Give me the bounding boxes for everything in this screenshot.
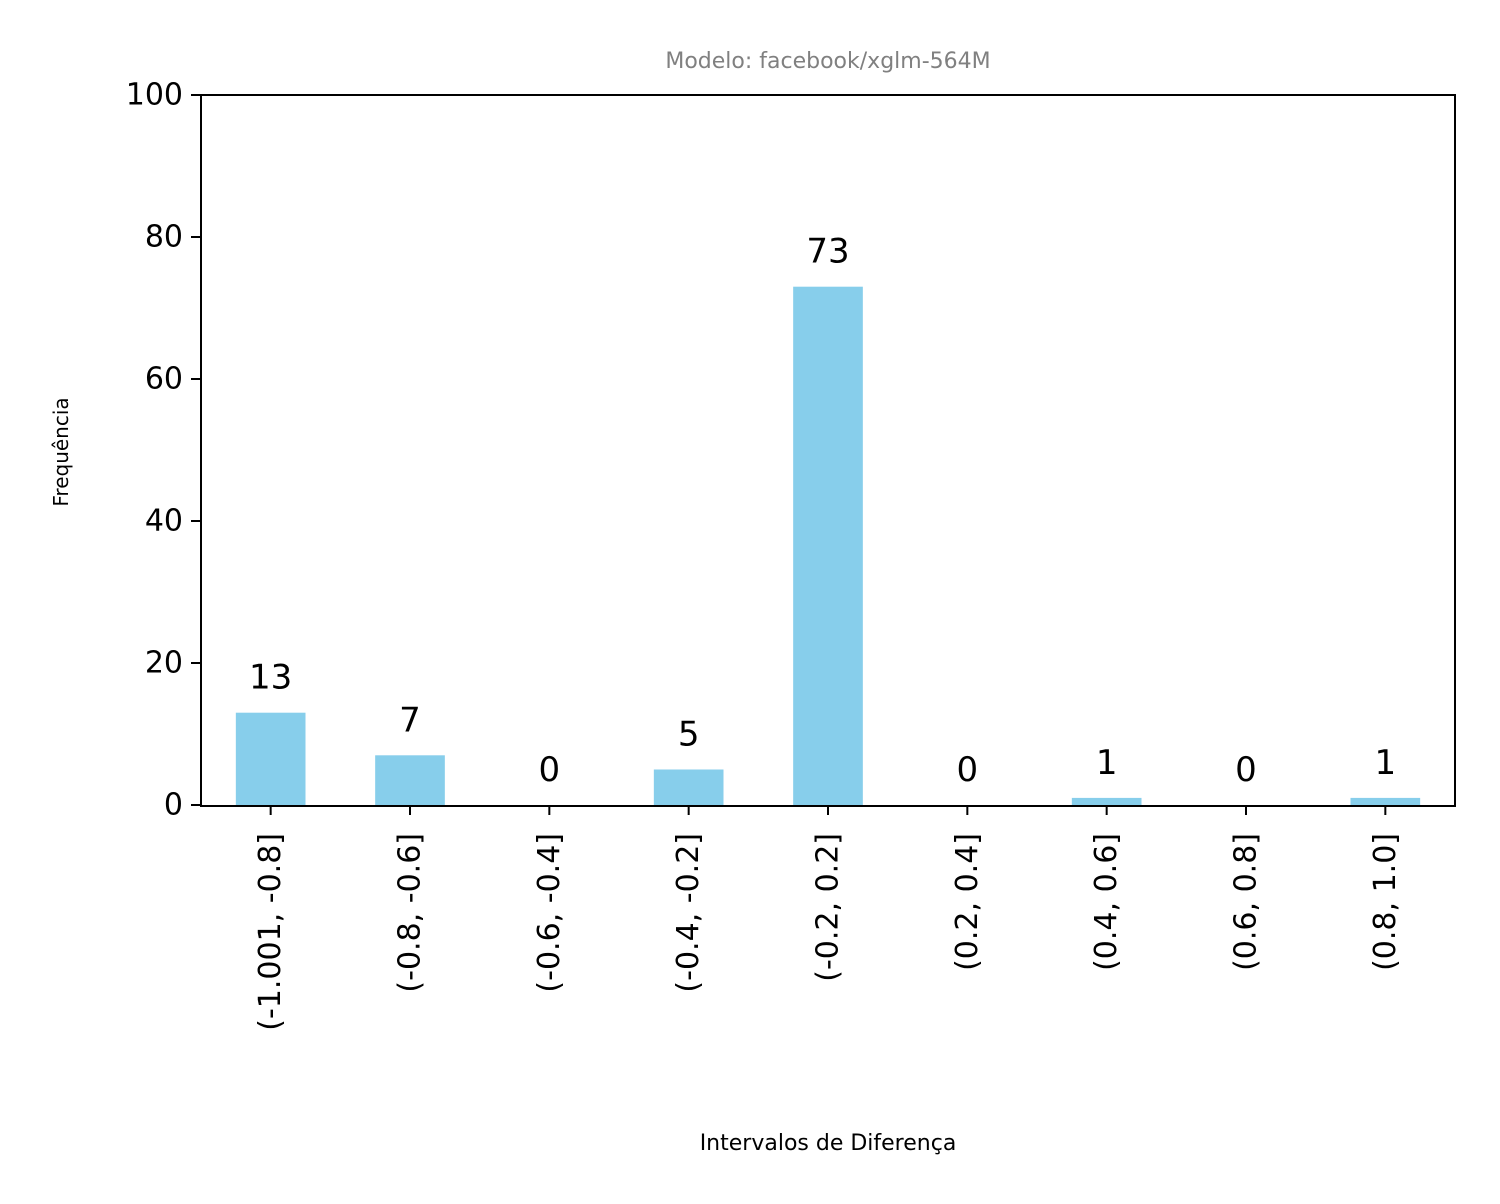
chart-title: Modelo: facebook/xglm-564M: [665, 49, 990, 74]
data-label-6: 1: [1096, 743, 1118, 783]
data-label-1: 7: [399, 700, 421, 740]
data-label-2: 0: [539, 750, 561, 790]
data-label-3: 5: [678, 715, 700, 755]
x-tick-label-5: (0.2, 0.4]: [950, 833, 985, 971]
x-axis-label: Intervalos de Diferença: [700, 1131, 957, 1156]
data-label-8: 1: [1375, 743, 1397, 783]
y-tick-label-4: 80: [145, 220, 183, 255]
y-axis: 0 20 40 60 80 100: [126, 78, 201, 823]
y-tick-label-3: 60: [145, 362, 183, 397]
y-axis-label: Frequência: [49, 397, 73, 506]
bar-3: [653, 769, 724, 805]
bar-0: [235, 712, 306, 805]
x-tick-label-1: (-0.8, -0.6]: [393, 833, 428, 993]
data-label-5: 0: [957, 750, 979, 790]
x-tick-label-2: (-0.6, -0.4]: [532, 833, 567, 993]
data-label-0: 13: [249, 658, 292, 698]
y-tick-label-2: 40: [145, 504, 183, 539]
bar-4: [793, 286, 863, 805]
data-label-7: 0: [1235, 750, 1257, 790]
data-labels-layer: 13 7 0 5 73 0 1 0 1: [249, 232, 1396, 790]
y-tick-label-5: 100: [126, 78, 183, 113]
bar-8: [1350, 797, 1421, 805]
x-tick-label-7: (0.6, 0.8]: [1229, 833, 1264, 971]
x-tick-label-4: (-0.2, 0.2]: [811, 833, 846, 982]
x-tick-label-3: (-0.4, -0.2]: [671, 833, 706, 993]
y-tick-label-1: 20: [145, 646, 183, 681]
y-tick-label-0: 0: [164, 788, 183, 823]
bar-6: [1071, 797, 1142, 805]
x-tick-label-8: (0.8, 1.0]: [1368, 833, 1403, 971]
x-tick-label-0: (-1.001, -0.8]: [253, 833, 288, 1031]
plot-frame: [200, 94, 1456, 807]
x-tick-label-6: (0.4, 0.6]: [1089, 833, 1124, 971]
data-label-4: 73: [806, 232, 849, 272]
x-axis: (-1.001, -0.8] (-0.8, -0.6] (-0.6, -0.4] (-…: [253, 805, 1403, 1031]
bar-1: [375, 755, 445, 805]
bars-layer: [235, 286, 1421, 805]
